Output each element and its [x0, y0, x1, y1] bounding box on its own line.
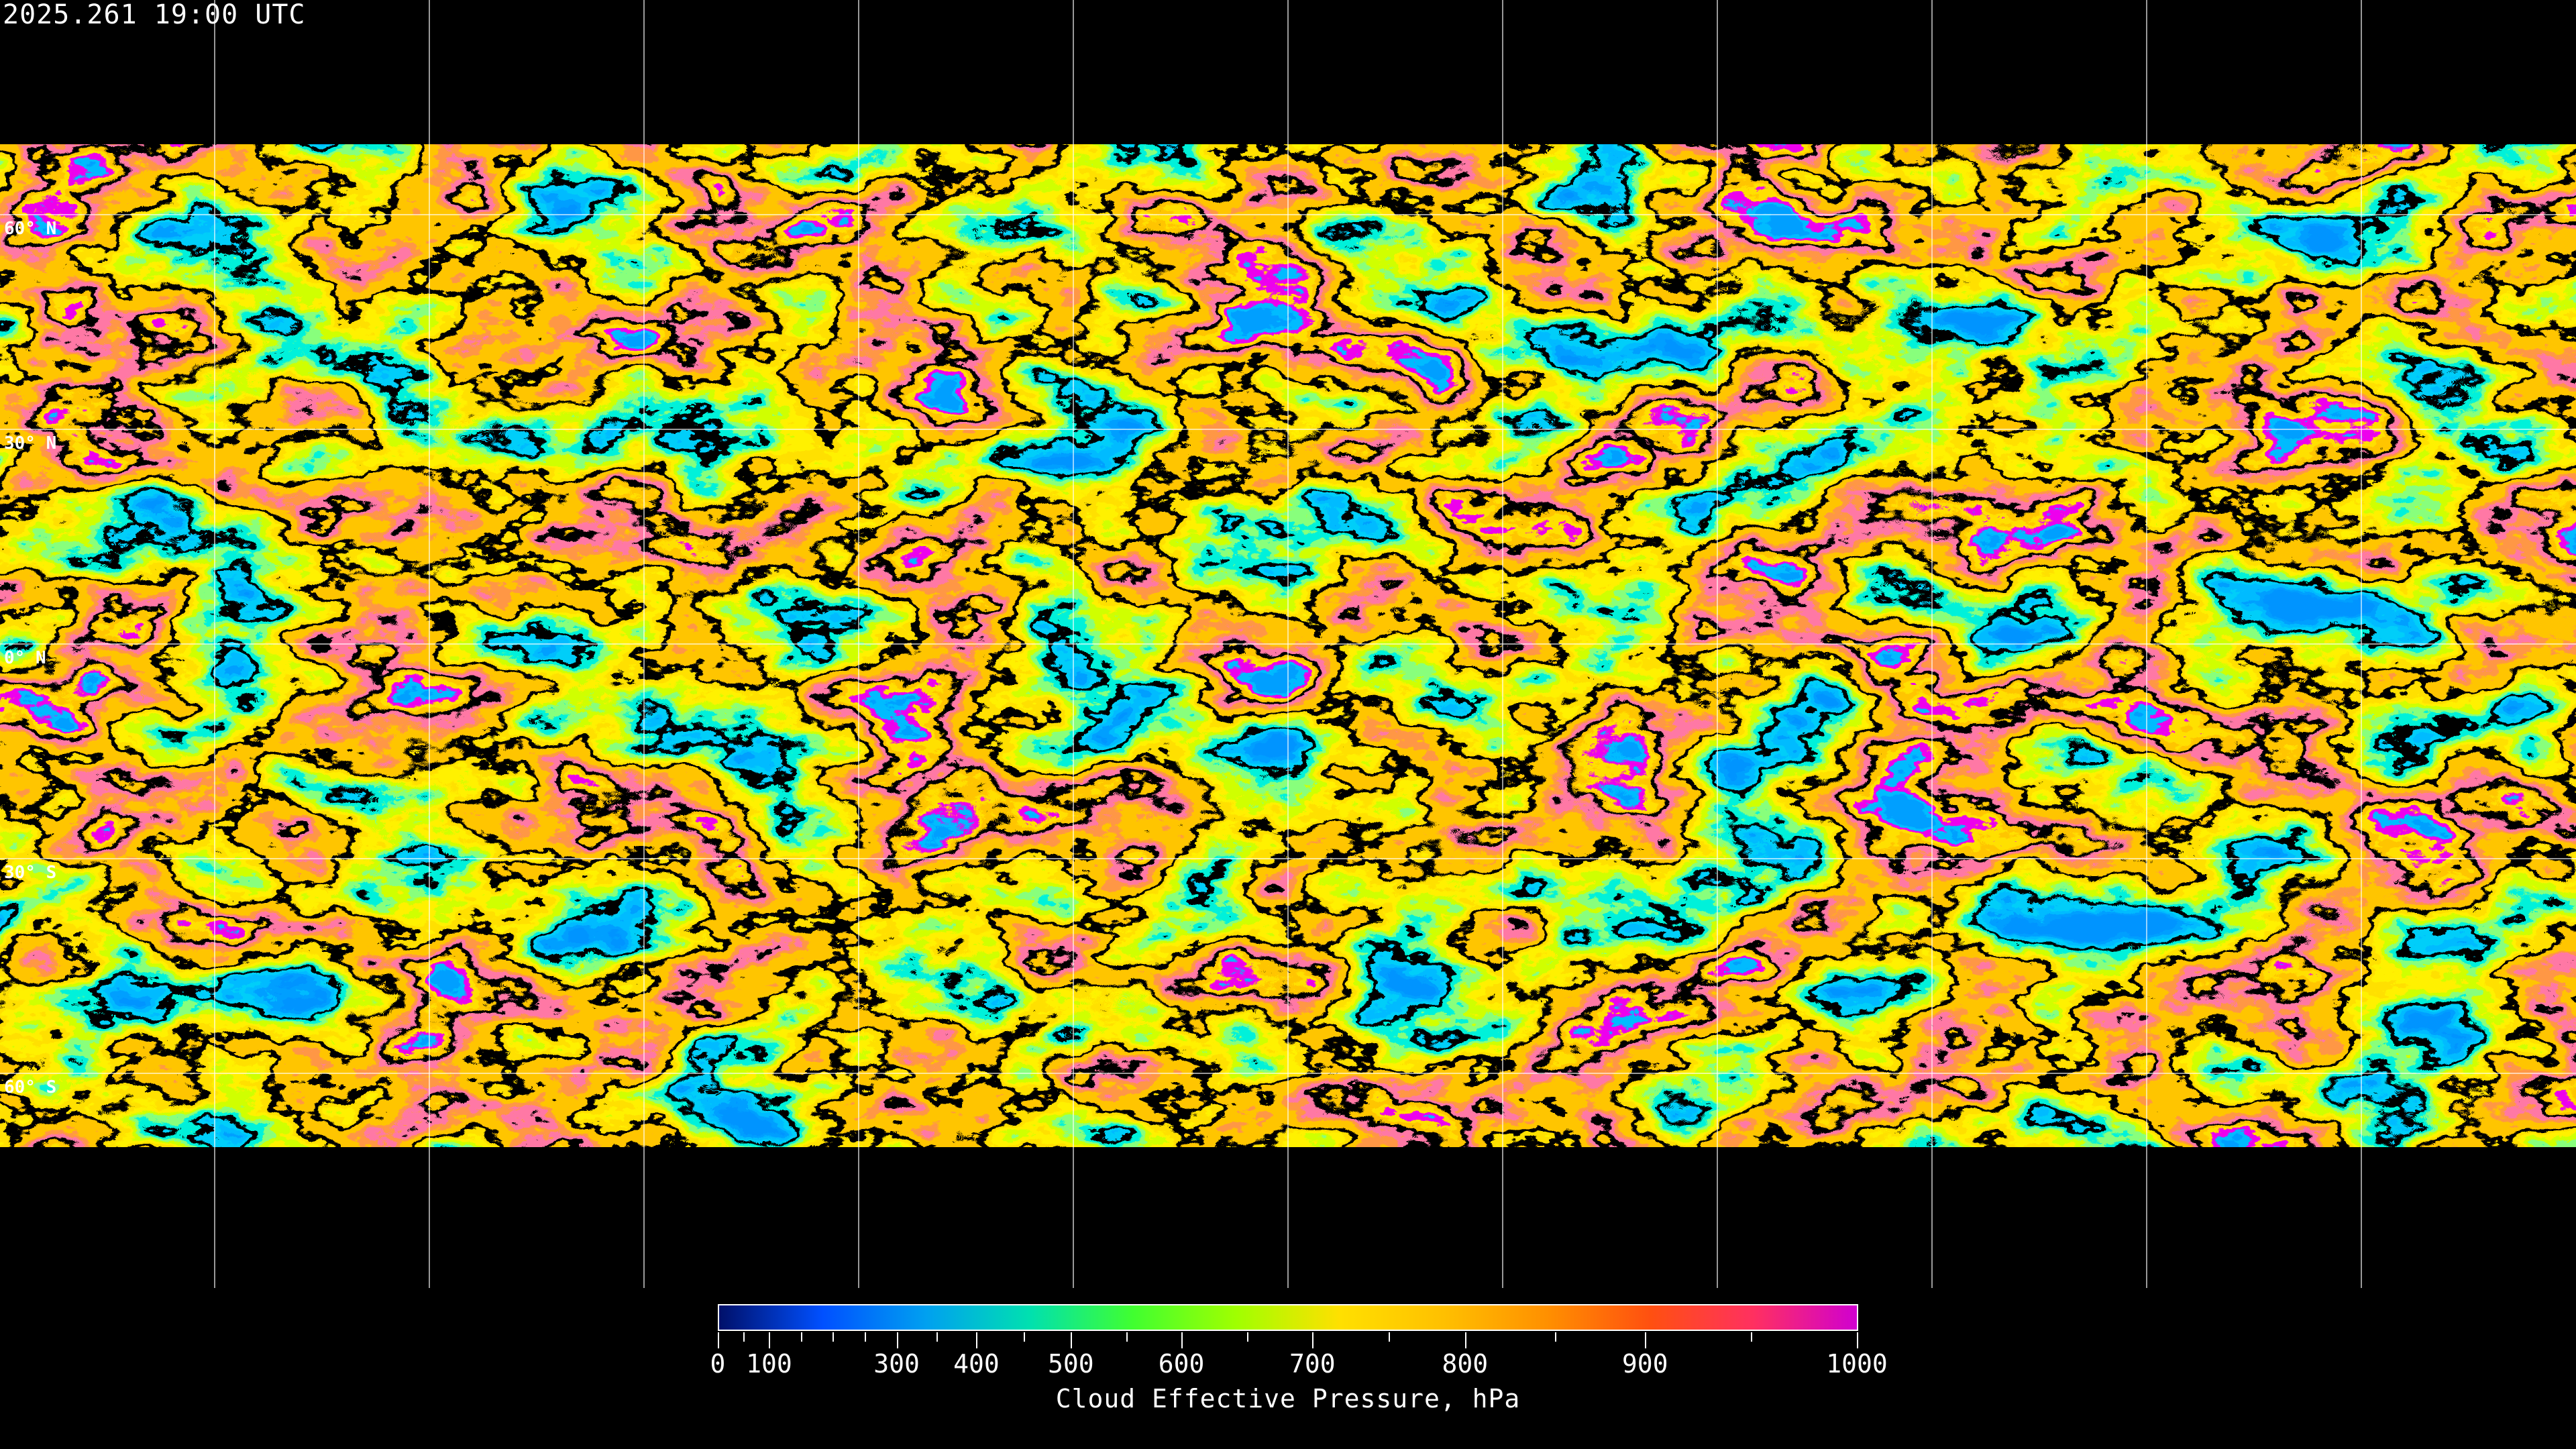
colorbar-minor-tick — [865, 1332, 867, 1342]
lat-label-30s: 30° S — [4, 863, 57, 883]
colorbar-minor-tick — [1389, 1332, 1391, 1342]
colorbar-major-tick — [769, 1332, 771, 1348]
graticule — [0, 0, 2576, 1288]
colorbar-minor-tick — [936, 1332, 938, 1342]
colorbar — [718, 1304, 1858, 1331]
colorbar-title: Cloud Effective Pressure, hPa — [1055, 1384, 1521, 1413]
colorbar-minor-tick — [1023, 1332, 1025, 1342]
colorbar-minor-tick — [743, 1332, 745, 1342]
colorbar-tick-label: 800 — [1442, 1349, 1489, 1379]
colorbar-tick-label: 700 — [1289, 1349, 1336, 1379]
colorbar-minor-tick — [1246, 1332, 1248, 1342]
colorbar-major-tick — [1312, 1332, 1314, 1348]
colorbar-minor-tick — [800, 1332, 802, 1342]
colorbar-minor-tick — [1126, 1332, 1128, 1342]
colorbar-tick-label: 900 — [1621, 1349, 1668, 1379]
colorbar-tick-label: 500 — [1048, 1349, 1094, 1379]
colorbar-minor-tick — [833, 1332, 835, 1342]
colorbar-minor-tick — [1555, 1332, 1557, 1342]
colorbar-major-tick — [1857, 1332, 1858, 1348]
colorbar-major-tick — [896, 1332, 898, 1348]
colorbar-tick-label: 1000 — [1826, 1349, 1888, 1379]
colorbar-minor-tick — [1751, 1332, 1753, 1342]
colorbar-major-tick — [976, 1332, 978, 1348]
colorbar-tick-label: 400 — [953, 1349, 1000, 1379]
colorbar-major-tick — [1645, 1332, 1647, 1348]
colorbar-tick-label: 100 — [746, 1349, 792, 1379]
lat-label-0n: 0° N — [4, 648, 46, 668]
lat-label-30n: 30° N — [4, 433, 57, 453]
colorbar-major-tick — [1181, 1332, 1183, 1348]
colorbar-tick-label: 0 — [710, 1349, 726, 1379]
cloud-pressure-map — [0, 0, 2576, 1288]
lat-label-60s: 60° S — [4, 1077, 57, 1097]
colorbar-ticks: 0 100 300 400 500 600 700 800 900 1000 — [710, 1332, 1888, 1379]
colorbar-major-tick — [1464, 1332, 1466, 1348]
timestamp: 2025.261 19:00 UTC — [3, 0, 306, 30]
colorbar-tick-label: 600 — [1158, 1349, 1205, 1379]
colorbar-major-tick — [718, 1332, 719, 1348]
colorbar-tick-label: 300 — [873, 1349, 920, 1379]
colorbar-major-tick — [1071, 1332, 1073, 1348]
lat-label-60n: 60° N — [4, 219, 57, 239]
